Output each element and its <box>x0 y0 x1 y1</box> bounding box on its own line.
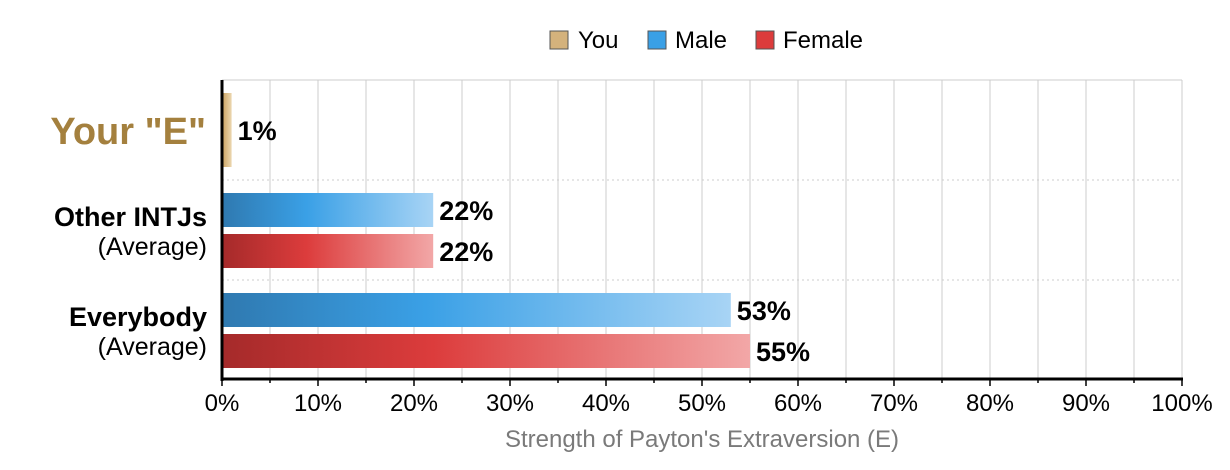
bar-value-label: 53% <box>737 296 791 326</box>
gridlines <box>222 79 1183 379</box>
bar-female <box>222 234 434 268</box>
category-label-you: Your "E" <box>50 111 206 153</box>
bar-female <box>222 334 750 368</box>
bar-value-label: 22% <box>439 237 493 267</box>
legend-label-male: Male <box>675 27 727 54</box>
legend-label-you: You <box>578 27 619 54</box>
legend-swatch-male <box>647 30 667 50</box>
bar-value-label: 1% <box>238 116 277 146</box>
bar-value-label: 22% <box>439 196 493 226</box>
bar-value-label: 55% <box>756 337 810 367</box>
bar-male <box>222 193 434 227</box>
category-label: Everybody <box>69 302 207 332</box>
legend: You Male Female <box>549 27 863 54</box>
x-tick-label: 40% <box>582 390 630 417</box>
bar-male <box>222 293 731 327</box>
category-sublabel: (Average) <box>98 333 207 361</box>
axes: 0% 10% 20% 30% 40% 50% 60% 70% 80% 90% 100% <box>205 80 1213 417</box>
x-tick-label: 50% <box>678 390 726 417</box>
category-labels: Your "E"Other INTJs(Average)Everybody(Av… <box>50 111 207 361</box>
bars: 1% 22% 22% 53% 55% <box>222 93 810 368</box>
x-tick-label: 20% <box>390 390 438 417</box>
x-tick-label: 90% <box>1062 390 1110 417</box>
x-tick-label: 0% <box>205 390 240 417</box>
legend-swatch-female <box>755 30 775 50</box>
x-tick-label: 30% <box>486 390 534 417</box>
x-tick-label: 10% <box>294 390 342 417</box>
x-axis-title: Strength of Payton's Extraversion (E) <box>505 426 899 453</box>
category-label: Other INTJs <box>54 202 207 232</box>
category-sublabel: (Average) <box>98 233 207 261</box>
x-tick-label: 60% <box>774 390 822 417</box>
bar-you <box>222 93 232 167</box>
legend-swatch-you <box>549 30 569 50</box>
x-tick-label: 80% <box>966 390 1014 417</box>
legend-label-female: Female <box>783 27 863 54</box>
x-tick-label: 70% <box>870 390 918 417</box>
x-tick-label: 100% <box>1151 390 1212 417</box>
